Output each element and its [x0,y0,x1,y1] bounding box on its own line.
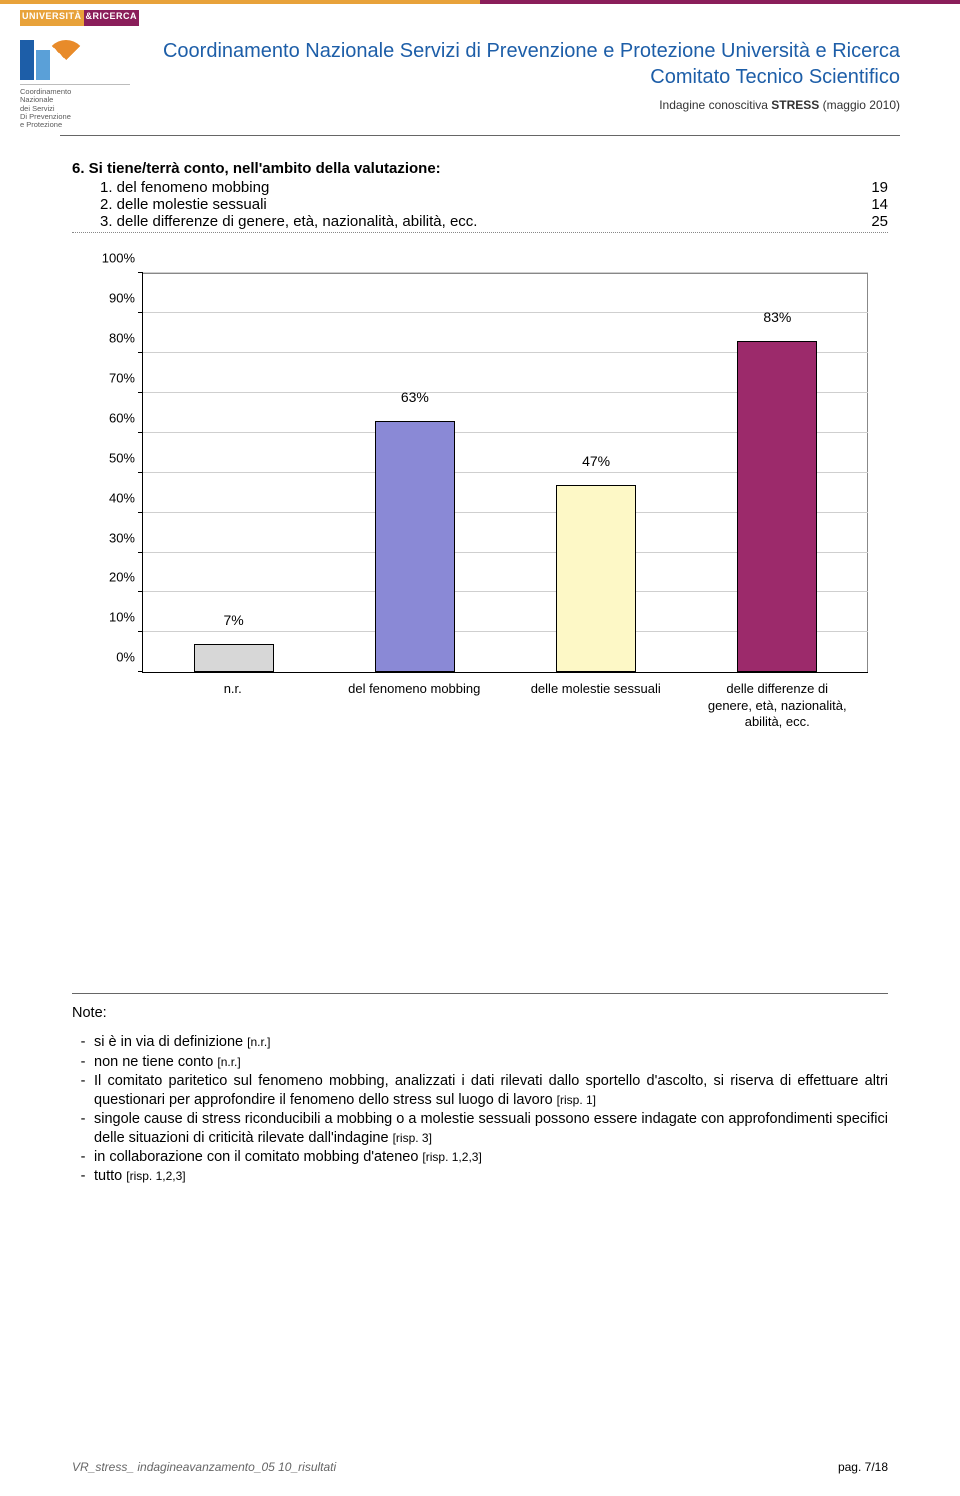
page-header: UNIVERSITÀ&RICERCA CoordinamentoNazional… [0,4,960,129]
note-risp: [risp. 1,2,3] [422,1150,481,1164]
chart-bar [375,421,455,672]
note-item: -non ne tiene conto [n.r.] [72,1053,888,1072]
chart-ylabel: 30% [85,530,135,545]
note-item: -in collaborazione con il comitato mobbi… [72,1148,888,1167]
chart-bar-label: 83% [747,309,807,325]
note-text: Il comitato paritetico sul fenomeno mobb… [94,1072,888,1110]
chart-xlabel: del fenomeno mobbing [334,681,494,697]
chart-plot: 0%10%20%30%40%50%60%70%80%90%100%7%63%47… [142,273,868,673]
chart-xlabel: n.r. [153,681,313,697]
subtitle-bold: STRESS [771,98,819,112]
note-item: -si è in via di definizione [n.r.] [72,1033,888,1052]
question-row-value: 25 [848,213,888,230]
chart-ylabel: 100% [85,251,135,266]
logo-cnsp: CoordinamentoNazionaledei ServiziDi Prev… [20,32,130,129]
question-block: 6. Si tiene/terrà conto, nell'ambito del… [72,160,888,233]
chart-xlabels: n.r. del fenomeno mobbing delle molestie s… [142,677,868,733]
note-dash: - [72,1053,94,1072]
notes-block: Note: -si è in via di definizione [n.r.]… [0,994,960,1186]
header-title-1: Coordinamento Nazionale Servizi di Preve… [140,38,900,64]
logo-block: UNIVERSITÀ&RICERCA CoordinamentoNazional… [20,10,140,129]
notes-title: Note: [72,1004,888,1023]
note-risp: [risp. 1,2,3] [126,1169,185,1183]
dotted-rule [72,232,888,233]
question-row-label: 3. delle differenze di genere, età, nazi… [72,213,848,230]
note-risp: [risp. 1] [557,1093,596,1107]
note-text: in collaborazione con il comitato mobbin… [94,1148,888,1167]
footer-right: pag. 7/18 [838,1460,888,1474]
note-dash: - [72,1072,94,1110]
chart-ylabel: 70% [85,370,135,385]
note-dash: - [72,1148,94,1167]
header-subtitle: Indagine conoscitiva STRESS (maggio 2010… [140,98,900,112]
chart-bar [194,644,274,672]
logo-cnsp-text: CoordinamentoNazionaledei ServiziDi Prev… [20,84,130,129]
note-text: non ne tiene conto [n.r.] [94,1053,888,1072]
question-row-value: 14 [848,196,888,213]
question-row-label: 2. delle molestie sessuali [72,196,848,213]
note-item: -Il comitato paritetico sul fenomeno mob… [72,1072,888,1110]
chart-ylabel: 50% [85,450,135,465]
note-text: singole cause di stress riconducibili a … [94,1110,888,1148]
chart-bar-label: 47% [566,453,626,469]
logo-ur-left: UNIVERSITÀ [20,10,84,26]
note-dash: - [72,1167,94,1186]
note-text: tutto [risp. 1,2,3] [94,1167,888,1186]
chart-bar-label: 7% [204,612,264,628]
chart-ylabel: 0% [85,650,135,665]
chart-ylabel: 60% [85,410,135,425]
note-item: -singole cause di stress riconducibili a… [72,1110,888,1148]
note-risp: [risp. 3] [393,1131,432,1145]
question-row: 2. delle molestie sessuali 14 [72,196,888,213]
question-list: 1. del fenomeno mobbing 19 2. delle mole… [72,179,888,230]
note-item: -tutto [risp. 1,2,3] [72,1167,888,1186]
chart-ylabel: 10% [85,610,135,625]
chart-ylabel: 90% [85,291,135,306]
subtitle-prefix: Indagine conoscitiva [659,98,771,112]
content: 6. Si tiene/terrà conto, nell'ambito del… [0,136,960,733]
logo-cnsp-mark [20,32,130,80]
note-risp: [n.r.] [247,1035,270,1049]
notes-list: -si è in via di definizione [n.r.]-non n… [72,1033,888,1186]
note-text: si è in via di definizione [n.r.] [94,1033,888,1052]
chart-ylabel: 40% [85,490,135,505]
question-row: 3. delle differenze di genere, età, nazi… [72,213,888,230]
note-dash: - [72,1033,94,1052]
question-row-label: 1. del fenomeno mobbing [72,179,848,196]
chart-ylabel: 80% [85,331,135,346]
chart-bar [737,341,817,672]
logo-universita-ricerca: UNIVERSITÀ&RICERCA [20,10,130,26]
logo-ur-right: &RICERCA [84,10,140,26]
chart-xlabel: delle molestie sessuali [516,681,676,697]
note-dash: - [72,1110,94,1148]
note-risp: [n.r.] [217,1055,240,1069]
subtitle-suffix: (maggio 2010) [819,98,900,112]
chart-xlabel: delle differenze digenere, età, nazional… [697,681,857,730]
footer-left: VR_stress_ indagineavanzamento_05 10_ris… [72,1460,336,1474]
question-row: 1. del fenomeno mobbing 19 [72,179,888,196]
header-text: Coordinamento Nazionale Servizi di Preve… [140,10,900,112]
question-row-value: 19 [848,179,888,196]
chart-bar-label: 63% [385,389,445,405]
chart-bar [556,485,636,673]
chart-ylabel: 20% [85,570,135,585]
page-footer: VR_stress_ indagineavanzamento_05 10_ris… [72,1460,888,1474]
bar-chart: 0%10%20%30%40%50%60%70%80%90%100%7%63%47… [72,273,888,733]
question-title: 6. Si tiene/terrà conto, nell'ambito del… [72,160,888,177]
header-title-2: Comitato Tecnico Scientifico [140,64,900,90]
